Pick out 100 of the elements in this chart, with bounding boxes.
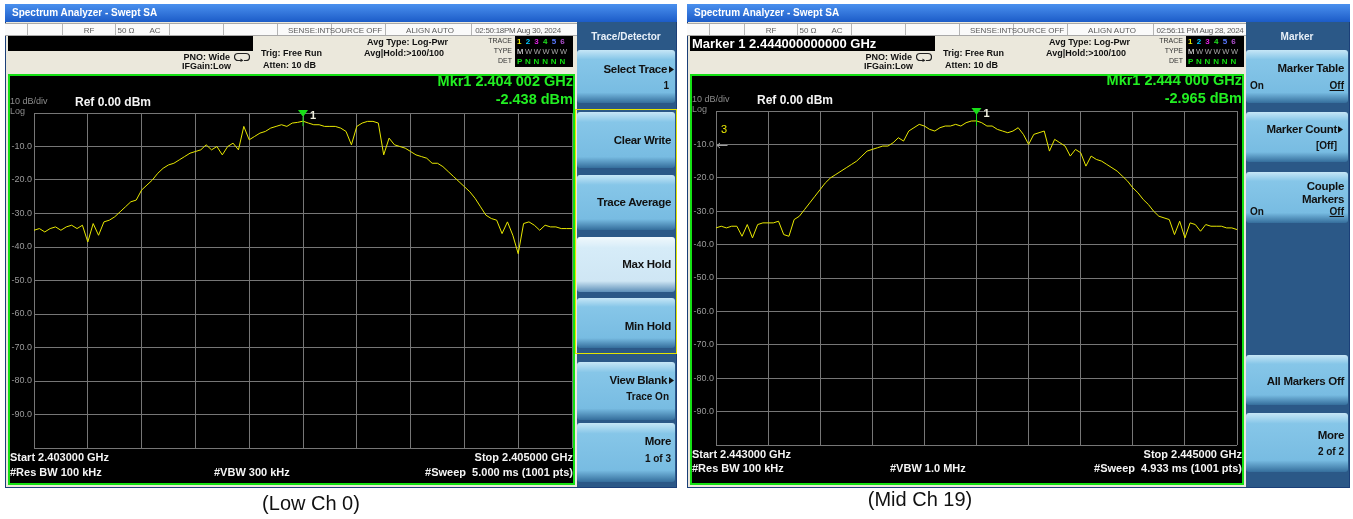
text: Avg Type: Log-Pwr	[1049, 37, 1130, 47]
text: 1 2 3 4 5 6	[517, 36, 566, 46]
text: Avg|Hold:>100/100	[1046, 48, 1126, 58]
text: Stop 2.405000 GHz	[474, 450, 573, 464]
annotation: 3	[721, 122, 728, 136]
annotation: 1	[983, 107, 990, 120]
text: Trace Average	[597, 195, 671, 209]
y-tick-label: -20.0	[693, 172, 714, 183]
text: AC	[149, 25, 161, 35]
chart-title: Spectrum Analyzer - Swept SA	[12, 7, 158, 19]
y-tick-label: -40.0	[693, 239, 714, 250]
text: 50 Ω	[799, 25, 817, 35]
text: #Sweep 4.933 ms (1001 pts)	[1094, 461, 1242, 475]
text: Atten: 10 dB	[945, 59, 999, 70]
y-tick-label: -20.0	[11, 174, 32, 185]
text: Max Hold	[622, 257, 671, 271]
text: Ref 0.00 dBm	[757, 93, 834, 107]
text: Avg|Hold:>100/100	[364, 48, 444, 58]
text: AC	[831, 25, 843, 35]
text: Couple	[1306, 179, 1344, 193]
annotation: 1	[310, 109, 317, 122]
text: Mkr1 2.444 000 GHz	[1106, 71, 1242, 89]
text: 02:50:18PM Aug 30, 2024	[475, 25, 561, 35]
text: #Res BW 100 kHz	[692, 461, 784, 475]
text: Marker Table	[1277, 61, 1344, 75]
y-tick-label: -60.0	[11, 308, 32, 319]
text: Off	[1329, 80, 1344, 92]
text: PNO: Wide	[183, 52, 230, 62]
text: 1 of 3	[644, 453, 671, 465]
text: (Mid Ch 19)	[867, 487, 973, 511]
source-note: SOURCE OFF	[1011, 25, 1065, 35]
y-tick-label: -80.0	[693, 372, 714, 383]
text: Select Trace	[603, 62, 667, 76]
text: Trig: Free Run	[261, 48, 323, 58]
text: -2.965 dBm	[1164, 89, 1242, 107]
y-tick-label: -70.0	[693, 339, 714, 350]
text: P N N N N N	[517, 56, 566, 66]
text: #VBW 1.0 MHz	[890, 461, 966, 475]
y-tick-label: -50.0	[693, 272, 714, 283]
text: ALIGN AUTO	[1088, 25, 1136, 35]
text: SENSE:INT	[287, 25, 331, 35]
text: #Res BW 100 kHz	[10, 465, 102, 479]
text: Avg Type: Log-Pwr	[367, 37, 448, 47]
text: Marker 1 2.444000000000 GHz	[692, 36, 877, 51]
text: Mkr1 2.404 002 GHz	[437, 72, 573, 90]
text: View Blank	[609, 373, 667, 387]
y-tick-label: -50.0	[11, 274, 32, 285]
text: Off	[1329, 206, 1344, 218]
text: Atten: 10 dB	[263, 59, 317, 70]
text: Log	[10, 105, 26, 116]
text: 50 Ω	[117, 25, 135, 35]
text: Clear Write	[613, 133, 671, 147]
text: Marker	[1280, 31, 1314, 43]
text: Start 2.403000 GHz	[10, 450, 110, 464]
y-tick-label: -10.0	[11, 140, 32, 151]
text: SENSE:INT	[969, 25, 1013, 35]
text: 1 2 3 4 5 6	[1188, 36, 1237, 46]
text: (Low Ch 0)	[262, 491, 360, 515]
source-note: SOURCE OFF	[329, 25, 383, 35]
text: 10 dB/div	[10, 96, 48, 106]
y-tick-label: -80.0	[11, 375, 32, 386]
text: #VBW 300 kHz	[214, 465, 290, 479]
chart-title: Spectrum Analyzer - Swept SA	[694, 7, 840, 19]
y-tick-label: -70.0	[11, 341, 32, 352]
text: Markers	[1301, 192, 1344, 206]
text: Ref 0.00 dBm	[75, 95, 152, 109]
text: Stop 2.445000 GHz	[1143, 447, 1242, 461]
text: Min Hold	[624, 319, 671, 333]
text: Log	[692, 103, 708, 114]
y-tick-label: -90.0	[11, 408, 32, 419]
text: 1	[663, 80, 669, 92]
text: Marker Count	[1266, 122, 1337, 136]
text: RF	[765, 25, 777, 35]
text: RF	[83, 25, 95, 35]
text: More	[644, 434, 671, 448]
text: Trace On	[626, 391, 669, 403]
y-tick-label: -90.0	[693, 406, 714, 417]
text: [Off]	[1315, 140, 1337, 152]
y-tick-label: -60.0	[693, 305, 714, 316]
text: On	[1250, 80, 1264, 92]
text: 2 of 2	[1317, 446, 1344, 458]
text: ALIGN AUTO	[406, 25, 454, 35]
text: 10 dB/div	[692, 94, 730, 104]
text: -2.438 dBm	[495, 90, 573, 108]
text: All Markers Off	[1266, 374, 1344, 388]
text: Start 2.443000 GHz	[692, 447, 792, 461]
text: IFGain:Low	[182, 61, 231, 71]
y-tick-label: -40.0	[11, 241, 32, 252]
text: 02:56:11 PM Aug 28, 2024	[1156, 25, 1244, 35]
y-tick-label: -10.0	[693, 138, 714, 149]
text: IFGain:Low	[864, 61, 913, 71]
text: Trig: Free Run	[943, 48, 1005, 58]
text: More	[1317, 428, 1344, 442]
text: #Sweep 5.000 ms (1001 pts)	[425, 465, 573, 479]
text: On	[1250, 206, 1264, 218]
text: P N N N N N	[1188, 56, 1237, 66]
y-tick-label: -30.0	[693, 205, 714, 216]
y-tick-label: -30.0	[11, 207, 32, 218]
text: PNO: Wide	[865, 52, 912, 62]
text: Trace/Detector	[591, 31, 661, 43]
